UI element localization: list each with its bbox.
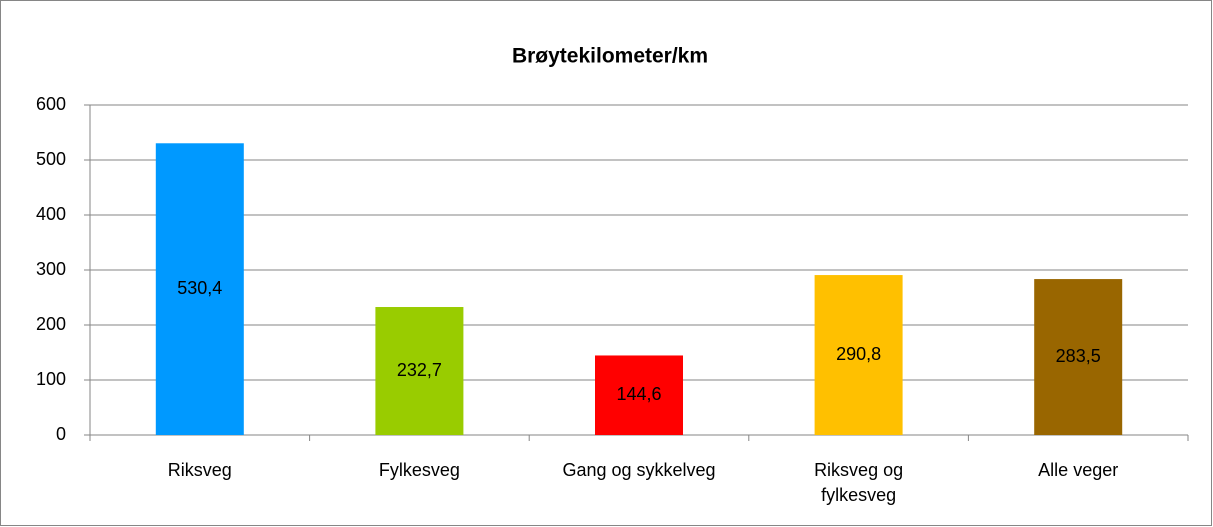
data-label: 144,6: [616, 384, 661, 404]
y-tick-label: 200: [36, 314, 66, 334]
bar: [814, 275, 903, 435]
x-tick-label: Fylkesveg: [379, 460, 460, 480]
data-label: 232,7: [397, 360, 442, 380]
y-tick-label: 100: [36, 369, 66, 389]
data-label: 530,4: [177, 278, 222, 298]
bar: [1034, 279, 1123, 435]
data-label: 290,8: [836, 344, 881, 364]
y-tick-label: 600: [36, 94, 66, 114]
data-label: 283,5: [1056, 346, 1101, 366]
x-tick-label-line: Riksveg og: [814, 460, 903, 480]
x-tick-label: Alle veger: [1038, 460, 1118, 480]
x-tick-label: Gang og sykkelveg: [562, 460, 715, 480]
bar: [375, 307, 464, 435]
x-tick-label: Riksveg: [168, 460, 232, 480]
y-tick-label: 500: [36, 149, 66, 169]
y-tick-label: 0: [56, 424, 66, 444]
chart-title: Brøytekilometer/km: [512, 45, 708, 68]
x-tick-label: Riksveg og fylkesveg: [814, 460, 903, 505]
x-tick-label-line: fylkesveg: [821, 485, 896, 505]
bar: [595, 355, 683, 435]
bar: [155, 143, 244, 435]
y-tick-label: 300: [36, 259, 66, 279]
y-tick-label: 400: [36, 204, 66, 224]
